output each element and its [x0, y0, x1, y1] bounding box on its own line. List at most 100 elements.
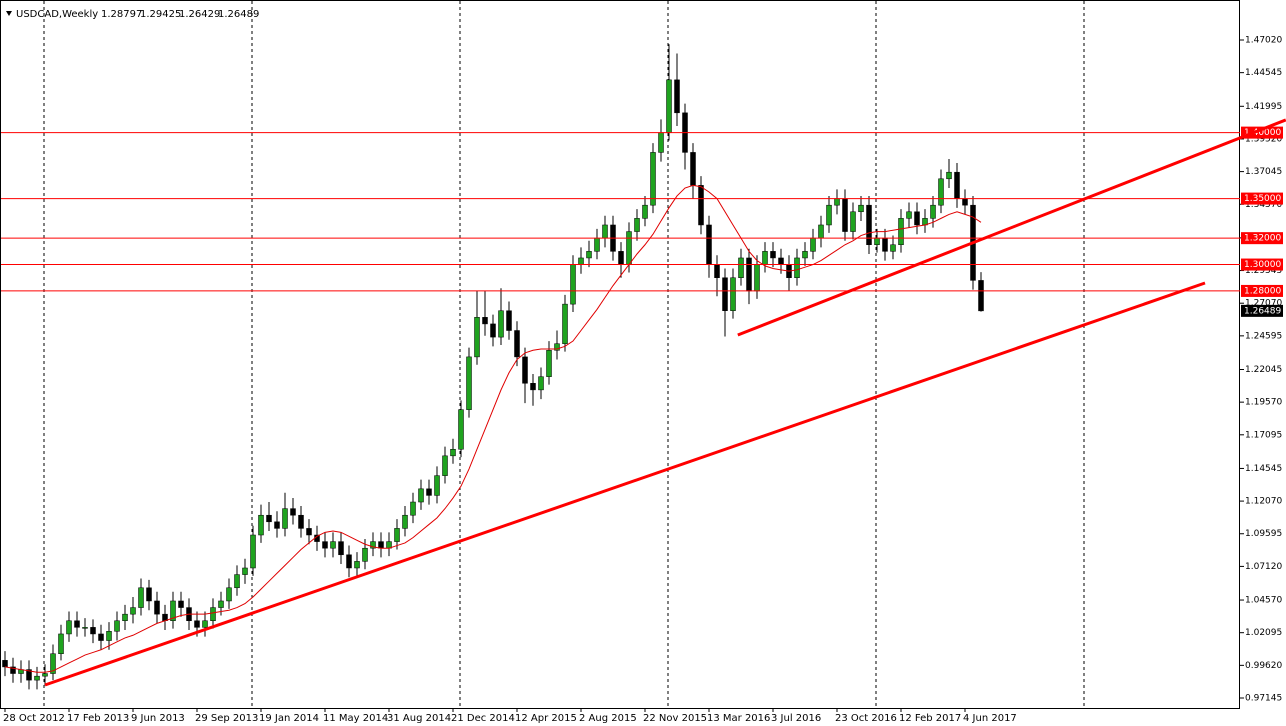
candle-body: [442, 455, 448, 476]
candle-body: [250, 534, 256, 569]
menu-arrow[interactable]: [6, 11, 12, 16]
candle-body: [594, 237, 600, 252]
candle-body: [618, 251, 624, 265]
candle-body: [354, 561, 360, 569]
candle-body: [506, 310, 512, 331]
moving-average: [4, 184, 982, 673]
candle-body: [890, 244, 896, 252]
y-tick-label: 1.22045: [1245, 365, 1282, 375]
level-label: 1.35000: [1244, 194, 1281, 204]
candle-body: [202, 620, 208, 628]
candle-body: [938, 178, 944, 206]
x-tick-label: 2 Aug 2015: [579, 713, 637, 724]
candle-body: [66, 620, 72, 635]
level-label-box: [1241, 126, 1283, 139]
candle-body: [346, 554, 352, 569]
candle-body: [514, 330, 520, 358]
trendline: [737, 118, 1286, 337]
x-tick-label: 22 Nov 2015: [643, 713, 707, 724]
y-tick-label: 1.07120: [1245, 562, 1282, 572]
candle-body: [362, 547, 368, 562]
y-tick-label: 1.39520: [1245, 134, 1282, 144]
y-tick-label: 1.29545: [1245, 266, 1282, 276]
y-tick-label: 1.17095: [1245, 430, 1282, 440]
x-tick-label: 31 Aug 2014: [387, 713, 451, 724]
candle-body: [826, 204, 832, 226]
candle-body: [626, 231, 632, 265]
candle-body: [802, 251, 808, 259]
candle-body: [810, 237, 816, 252]
y-tick-label: 1.12070: [1245, 497, 1282, 507]
candle-body: [418, 488, 424, 503]
x-tick-label: 23 Oct 2016: [835, 713, 897, 724]
candle-body: [146, 587, 152, 602]
candle-body: [338, 541, 344, 556]
candle-body: [370, 541, 376, 549]
candle-body: [898, 218, 904, 246]
x-tick-label: 21 Dec 2014: [451, 713, 515, 724]
y-tick-label: 1.44545: [1245, 68, 1282, 78]
candle-body: [114, 620, 120, 632]
candle-body: [850, 211, 856, 232]
candle-body: [554, 343, 560, 351]
candle-body: [650, 152, 656, 206]
candle-body: [82, 627, 88, 629]
candle-body: [562, 303, 568, 344]
candle-body: [450, 448, 456, 457]
candle-body: [394, 528, 400, 542]
x-tick-label: 12 Apr 2015: [515, 713, 577, 724]
candle-body: [738, 257, 744, 278]
level-label-box: [1241, 192, 1283, 205]
x-tick-label: 4 Jun 2017: [963, 713, 1017, 724]
candle-body: [674, 79, 680, 114]
candle-body: [586, 251, 592, 259]
y-tick-label: 1.14545: [1245, 464, 1282, 474]
candle-body: [58, 633, 64, 654]
candle-body: [858, 204, 864, 213]
candle-body: [42, 673, 48, 677]
x-tick-label: 29 Sep 2013: [195, 713, 258, 724]
candle-body: [274, 521, 280, 529]
candle-body: [26, 669, 32, 681]
y-tick-label: 1.02095: [1245, 628, 1282, 638]
level-label-box: [1241, 232, 1283, 245]
level-label: 1.32000: [1244, 234, 1281, 244]
candle-body: [770, 251, 776, 259]
candle-body: [962, 198, 968, 206]
candle-body: [602, 224, 608, 239]
header-low: 1.26429: [179, 9, 220, 20]
y-tick-label: 1.24595: [1245, 331, 1282, 341]
level-label: 1.28000: [1244, 286, 1281, 296]
candle-body: [474, 317, 480, 358]
y-tick-label: 1.37045: [1245, 167, 1282, 177]
candle-body: [762, 251, 768, 265]
candle-body: [258, 514, 264, 536]
candle-body: [690, 152, 696, 186]
x-tick-label: 11 May 2014: [323, 713, 388, 724]
candle-body: [130, 607, 136, 615]
x-tick-label: 12 Feb 2017: [899, 713, 961, 724]
candle-body: [242, 567, 248, 575]
candle-body: [522, 356, 528, 384]
candle-body: [194, 620, 200, 628]
candle-body: [154, 600, 160, 615]
plot-frame: [0, 0, 1240, 709]
y-tick-label: 1.27070: [1245, 299, 1282, 309]
candle-body: [714, 264, 720, 278]
candle-body: [538, 376, 544, 391]
level-label-box: [1241, 258, 1283, 271]
candle-body: [482, 317, 488, 325]
y-tick-label: 0.97145: [1245, 693, 1282, 703]
price-label: 1.26489: [1244, 306, 1281, 316]
candle-body: [2, 660, 8, 668]
candle-body: [546, 350, 552, 377]
candle-body: [298, 514, 304, 529]
candle-body: [50, 653, 56, 674]
candle-body: [906, 211, 912, 219]
y-tick-label: 1.09595: [1245, 529, 1282, 539]
candle-body: [698, 185, 704, 226]
candle-body: [954, 171, 960, 199]
price-label-box: [1241, 304, 1283, 317]
candle-body: [466, 356, 472, 410]
